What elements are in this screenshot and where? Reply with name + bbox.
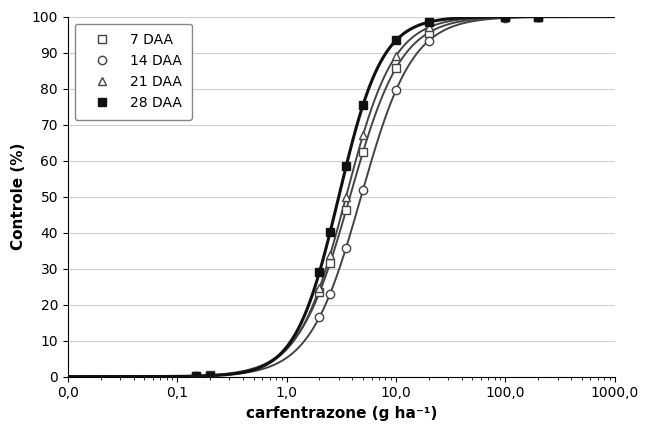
21 DAA — [316, 286, 324, 291]
Line: 28 DAA: 28 DAA — [192, 13, 543, 380]
28 DAA — [342, 164, 350, 169]
Line: 7 DAA: 7 DAA — [192, 13, 543, 380]
7 DAA — [392, 66, 400, 71]
14 DAA — [425, 38, 433, 43]
21 DAA — [342, 194, 350, 199]
28 DAA — [501, 14, 509, 19]
28 DAA — [316, 270, 324, 275]
X-axis label: carfentrazone (g ha⁻¹): carfentrazone (g ha⁻¹) — [246, 406, 437, 421]
7 DAA — [342, 208, 350, 213]
14 DAA — [392, 88, 400, 93]
21 DAA — [206, 373, 214, 378]
28 DAA — [206, 373, 214, 378]
7 DAA — [326, 260, 334, 266]
Y-axis label: Controle (%): Controle (%) — [11, 143, 26, 250]
21 DAA — [326, 252, 334, 257]
14 DAA — [206, 373, 214, 378]
21 DAA — [425, 25, 433, 30]
7 DAA — [425, 30, 433, 35]
14 DAA — [192, 373, 200, 378]
14 DAA — [342, 245, 350, 251]
14 DAA — [316, 314, 324, 320]
14 DAA — [501, 15, 509, 20]
7 DAA — [192, 373, 200, 378]
14 DAA — [359, 187, 367, 192]
28 DAA — [534, 14, 542, 19]
7 DAA — [316, 290, 324, 295]
21 DAA — [359, 133, 367, 138]
21 DAA — [534, 14, 542, 19]
7 DAA — [206, 372, 214, 378]
21 DAA — [392, 53, 400, 58]
Line: 14 DAA: 14 DAA — [192, 13, 543, 380]
14 DAA — [326, 291, 334, 296]
Legend: 7 DAA, 14 DAA, 21 DAA, 28 DAA: 7 DAA, 14 DAA, 21 DAA, 28 DAA — [75, 24, 192, 120]
28 DAA — [326, 230, 334, 235]
21 DAA — [192, 373, 200, 378]
14 DAA — [534, 14, 542, 19]
7 DAA — [534, 14, 542, 19]
28 DAA — [359, 102, 367, 108]
7 DAA — [501, 15, 509, 20]
28 DAA — [192, 374, 200, 379]
21 DAA — [501, 14, 509, 19]
28 DAA — [425, 19, 433, 25]
28 DAA — [392, 38, 400, 43]
7 DAA — [359, 149, 367, 155]
Line: 21 DAA: 21 DAA — [192, 13, 543, 380]
